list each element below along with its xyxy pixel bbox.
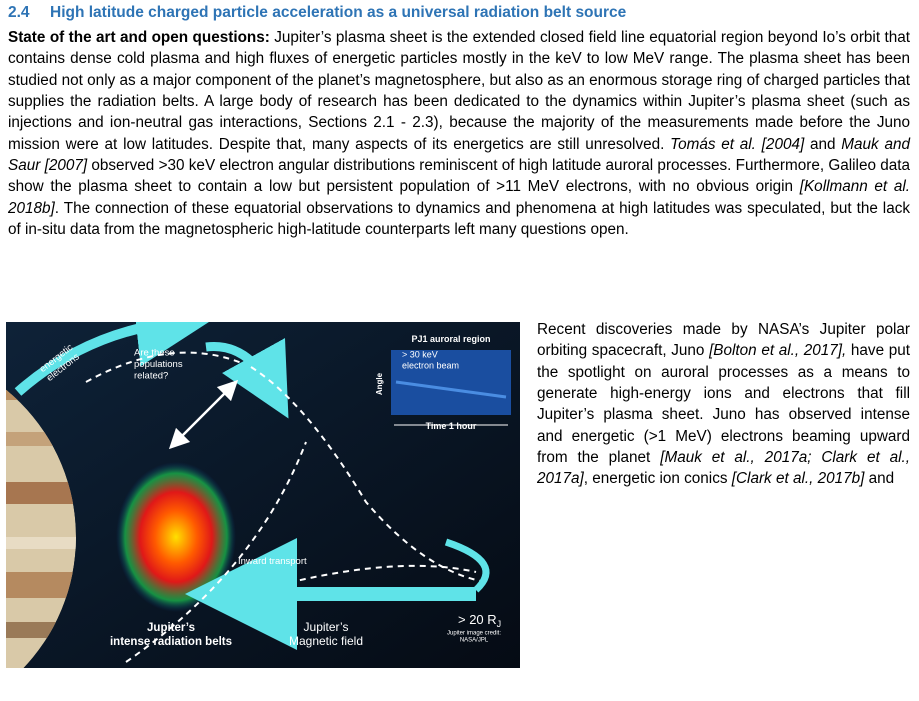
distance-label: > 20 RJ (458, 612, 501, 629)
inset-angle: Angle (375, 372, 384, 395)
transport-label: Inward transport (238, 556, 307, 567)
text-run: , energetic ion conics (583, 470, 732, 488)
belts-label: Jupiter’s intense radiation belts (110, 622, 232, 648)
text-run: [Kollmann et al. 2018b] (8, 178, 910, 217)
text-run: Mauk and Saur [2007] (8, 135, 910, 175)
text-run: State of the art and open questions: (8, 29, 270, 46)
text-run: Tomás et al. [2004] (670, 135, 805, 153)
side-paragraph: Recent discoveries made by NASA’s Jupite… (537, 319, 910, 490)
distance-subscript: J (497, 619, 502, 629)
text-run: . The connection of these equatorial obs… (8, 199, 910, 239)
text-run: observed >30 keV electron angular distri… (8, 157, 910, 196)
text-run: and (804, 135, 842, 153)
text-run: Recent discoveries made by NASA’s Jupite… (537, 321, 910, 360)
text-run: Jupiter’s plasma sheet is the extended c… (8, 29, 910, 153)
section-title: High latitude charged particle accelerat… (50, 4, 627, 21)
section-number: 2.4 (8, 4, 30, 21)
section-heading: 2.4 High latitude charged particle accele… (8, 4, 626, 22)
text-run: [Bolton et al., 2017], (709, 342, 847, 360)
inset-time: Time 1 hour (426, 421, 477, 431)
credit-label: Jupiter image credit: NASA/JPL (447, 630, 501, 643)
question-label: Are these populations related? (134, 348, 183, 382)
text-run: [Clark et al., 2017b] (731, 470, 865, 488)
text-run: and (864, 470, 895, 488)
inset-title: PJ1 auroral region (411, 334, 490, 344)
text-run: have put the spotlight on auroral proces… (537, 342, 910, 467)
text-run: [Mauk et al., 2017a; Clark et al., 2017a… (537, 449, 910, 488)
field-label: Jupiter’s Magnetic field (289, 620, 363, 648)
figure: PJ1 auroral region > 30 keV electron beam… (6, 322, 520, 668)
paragraph: State of the art and open questions: Jup… (8, 27, 910, 240)
inset-beam: > 30 keV electron beam (402, 350, 459, 371)
distance-text: > 20 R (458, 612, 497, 627)
